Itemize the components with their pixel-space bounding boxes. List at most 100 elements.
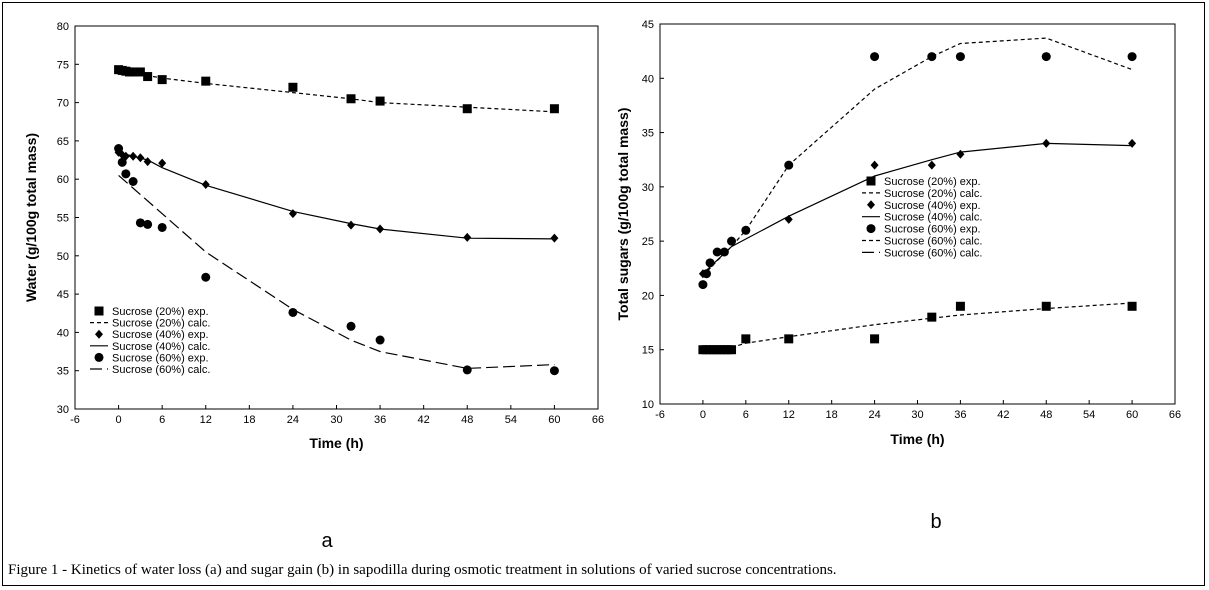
- panel-a-legend-label: Sucrose (20%) calc.: [112, 318, 210, 330]
- panel-a-legend-marker: [94, 352, 104, 362]
- panel-a-series-2-point: [347, 220, 356, 230]
- panel-a-legend-label: Sucrose (60%) calc.: [112, 364, 210, 376]
- panel-a-xtick-label: 18: [243, 414, 255, 426]
- figure-caption: Figure 1 - Kinetics of water loss (a) an…: [8, 562, 837, 578]
- panel-a-xtick-label: 12: [200, 414, 212, 426]
- panel-a-ytick-label: 80: [57, 21, 69, 33]
- panel-a-legend-label: Sucrose (40%) exp.: [112, 329, 209, 341]
- panel-a-ytick-label: 40: [57, 327, 69, 339]
- panel-b-series-0-point: [727, 345, 737, 355]
- panel-b-ytick-label: 10: [642, 399, 654, 411]
- panel-a-xtick-label: 30: [330, 414, 342, 426]
- panel-b-series-1-line: [731, 302, 1133, 349]
- panel-a-ytick-label: 70: [57, 98, 69, 110]
- panel-a-series-0-point: [135, 67, 145, 77]
- panel-a-ytick-label: 55: [57, 213, 69, 225]
- panel-a-legend-label: Sucrose (40%) calc.: [112, 341, 210, 353]
- panel-b-series-2-point: [1128, 138, 1137, 148]
- panel-a-xtick-label: 24: [287, 414, 299, 426]
- panel-a-ytick-label: 30: [57, 404, 69, 416]
- panel-a-ylabel: Water (g/100g total mass): [23, 133, 39, 302]
- panel-a-xtick-label: 42: [418, 414, 430, 426]
- panel-a-series-4-point: [462, 365, 472, 375]
- panel-a-series-0-point: [201, 76, 211, 86]
- panel-b-series-4-point: [1041, 52, 1051, 62]
- panel-b-legend-label: Sucrose (20%) exp.: [884, 176, 981, 188]
- panel-b-series-5-line: [702, 37, 1133, 277]
- panel-b-series-4-point: [698, 280, 708, 290]
- panel-b-xtick-label: 48: [1040, 409, 1052, 421]
- panel-b-series-2-point: [927, 160, 936, 170]
- panel-a-legend: Sucrose (20%) exp.Sucrose (20%) calc.Suc…: [90, 306, 210, 376]
- panel-a-xtick-label: -6: [70, 414, 80, 426]
- panel-b-series-0-point: [955, 301, 965, 311]
- panel-a-panel-label: a: [321, 530, 333, 552]
- panel-b-series-3-line: [702, 142, 1133, 275]
- panel-b-xtick-label: 36: [954, 409, 966, 421]
- panel-a-series-4-point: [135, 218, 145, 228]
- panel-a-ytick-label: 35: [57, 366, 69, 378]
- panel-b-series-4-point: [705, 258, 715, 268]
- panel-a-ytick-label: 75: [57, 59, 69, 71]
- panel-b-series-0-point: [927, 312, 937, 322]
- panel-b-series-4-point: [712, 247, 722, 257]
- panel-b-ytick-label: 40: [642, 73, 654, 85]
- panel-a-series-2-point: [158, 158, 167, 168]
- panel-a-series-1-line: [118, 69, 555, 113]
- panel-b-series-4-point: [927, 52, 937, 62]
- panel-b-xtick-label: 66: [1169, 409, 1181, 421]
- panel-a-legend-label: Sucrose (60%) exp.: [112, 352, 209, 364]
- panel-a-chart: -6 0 6 12 18 24 30 36 42 48 54 60 66 30 35 40 45 50 55 60 65…: [23, 21, 604, 552]
- panel-a-series-4-point: [288, 307, 298, 317]
- panel-b-panel-label: b: [930, 511, 941, 533]
- panel-b-legend-label: Sucrose (40%) calc.: [884, 212, 982, 224]
- panel-b-legend-label: Sucrose (60%) calc.: [884, 236, 982, 248]
- panel-a-legend-marker: [95, 329, 103, 339]
- panel-a-series-4-point: [549, 366, 559, 376]
- panel-a-xtick-label: 60: [548, 414, 560, 426]
- panel-b-series-0-point: [870, 334, 880, 344]
- panel-b-series-0-point: [1127, 301, 1137, 311]
- panel-b-legend-marker: [866, 176, 876, 186]
- panel-b-series-2-point: [870, 160, 879, 170]
- panel-a-ytick-label: 45: [57, 289, 69, 301]
- panel-a-ytick-label: 60: [57, 174, 69, 186]
- panel-b-series-0-point: [741, 334, 751, 344]
- panel-b-series-4-point: [955, 52, 965, 62]
- panel-a-series-0-point: [462, 104, 472, 114]
- panel-a-series-4-point: [121, 169, 131, 179]
- panel-a-xtick-label: 54: [505, 414, 517, 426]
- panel-b-xtick-label: -6: [655, 409, 665, 421]
- panel-a-xtick-label: 48: [461, 414, 473, 426]
- panel-a-legend-marker: [94, 306, 104, 316]
- panel-b-series-4-point: [719, 247, 729, 257]
- panel-b-ytick-label: 20: [642, 290, 654, 302]
- panel-b-xtick-label: 12: [783, 409, 795, 421]
- panel-a-series-2-point: [550, 233, 559, 243]
- panel-b-ylabel: Total sugars (g/100g total mass): [615, 108, 631, 321]
- panel-b-series-4-point: [727, 236, 737, 246]
- panel-b-series-4-point: [1127, 52, 1137, 62]
- panel-b-legend-label: Sucrose (40%) exp.: [884, 200, 981, 212]
- panel-b-series-0-point: [784, 334, 794, 344]
- panel-a-series-4-point: [201, 272, 211, 282]
- panel-a-series-0-point: [288, 82, 298, 92]
- panel-a-legend-label: Sucrose (20%) exp.: [112, 306, 209, 318]
- panel-a-series-0-point: [375, 96, 385, 106]
- panel-b-xtick-label: 6: [743, 409, 749, 421]
- panel-b-legend-label: Sucrose (20%) calc.: [884, 188, 982, 200]
- panel-b-xtick-label: 30: [911, 409, 923, 421]
- panel-b-legend: Sucrose (20%) exp.Sucrose (20%) calc.Suc…: [862, 176, 982, 259]
- panel-b-xtick-label: 42: [997, 409, 1009, 421]
- panel-a-series-0-point: [143, 72, 153, 82]
- panel-b-xtick-label: 24: [868, 409, 880, 421]
- panel-b-xtick-label: 60: [1126, 409, 1138, 421]
- panel-a-series-0-point: [157, 75, 167, 85]
- panel-a-series-4-point: [114, 144, 124, 154]
- panel-a-series-4-point: [157, 222, 167, 232]
- panel-a-series-4-point: [143, 219, 153, 229]
- panel-a-xtick-label: 6: [159, 414, 165, 426]
- panel-b-ytick-label: 25: [642, 236, 654, 248]
